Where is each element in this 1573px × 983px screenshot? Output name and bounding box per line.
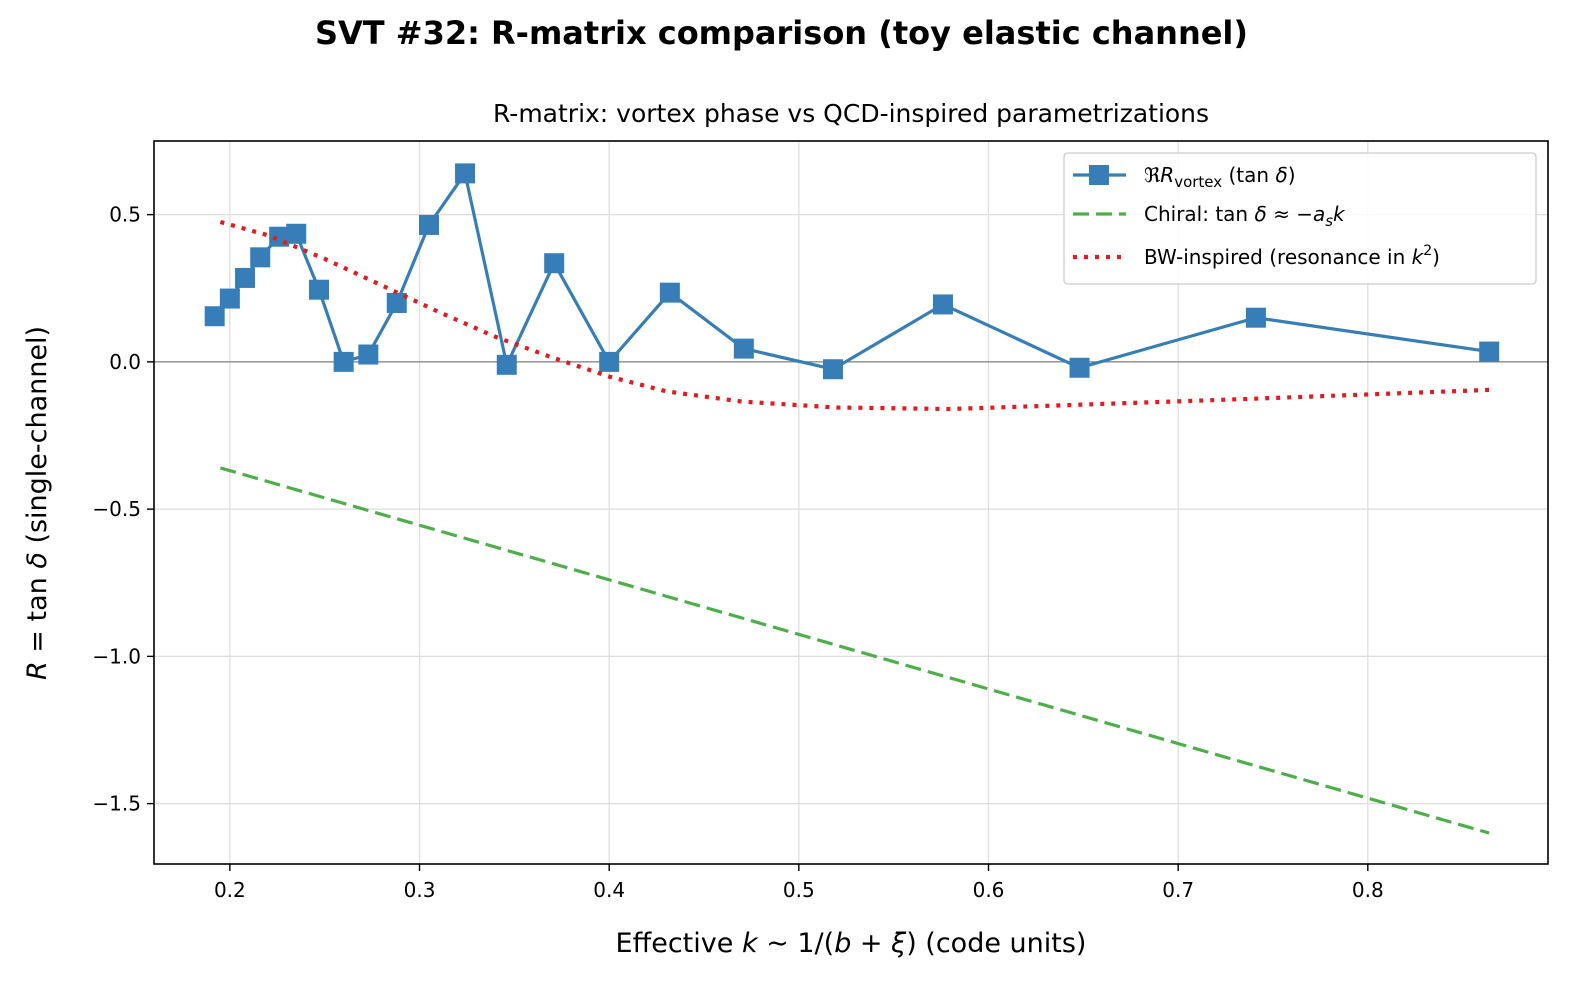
series-0-point-7 [333, 351, 354, 372]
y-tick-label-1: 0.0 [109, 350, 141, 374]
legend-label-1: Chiral: tan δ ≈ −ask [1144, 202, 1346, 230]
legend-box [1063, 152, 1537, 285]
series-0-point-5 [286, 223, 307, 244]
series-0-point-0 [204, 306, 225, 327]
series-0-point-18 [932, 294, 953, 315]
x-tick-label-6: 0.8 [1352, 878, 1384, 902]
x-tick-label-2: 0.4 [593, 878, 625, 902]
figure-title: SVT #32: R-matrix comparison (toy elasti… [314, 14, 1249, 52]
series-0-point-14 [599, 351, 620, 372]
chart-title: R-matrix: vortex phase vs QCD-inspired p… [493, 99, 1209, 128]
series-0-point-17 [822, 359, 843, 380]
series-0-point-6 [309, 279, 330, 300]
y-tick-label-4: −1.5 [92, 792, 141, 816]
plot-series [204, 163, 1500, 835]
series-0-point-2 [235, 267, 256, 288]
series-0-point-20 [1245, 307, 1266, 328]
series-0-point-13 [544, 253, 565, 274]
x-axis-ticks: 0.2 0.3 0.4 0.5 0.6 0.7 0.8 [214, 864, 1384, 902]
plot-frame [153, 140, 1549, 865]
series-0-point-16 [733, 338, 754, 359]
y-tick-label-3: −1.0 [92, 644, 141, 668]
series-0-point-15 [659, 282, 680, 303]
series-0-point-11 [455, 163, 476, 184]
x-tick-label-5: 0.7 [1162, 878, 1194, 902]
series-0-point-21 [1479, 341, 1500, 362]
legend-label-0: ℜRvortex (tan δ) [1144, 163, 1296, 191]
series-0-point-8 [358, 344, 379, 365]
series-0-point-3 [250, 247, 271, 268]
series-0-point-1 [219, 288, 240, 309]
x-tick-label-0: 0.2 [214, 878, 246, 902]
y-tick-label-2: −0.5 [92, 497, 141, 521]
series-0-point-9 [386, 292, 407, 313]
y-axis-label: R = tan δ (single-channel) [22, 326, 53, 680]
series-1-line [219, 466, 1490, 835]
y-tick-label-0: 0.5 [109, 203, 141, 227]
legend-label-2: BW-inspired (resonance in k2) [1144, 243, 1440, 269]
legend: ℜRvortex (tan δ) Chiral: tan δ ≈ −ask BW-i… [1063, 152, 1537, 285]
legend-swatch-marker-0 [1089, 165, 1109, 185]
series-2-line [219, 219, 1490, 412]
series-0-point-19 [1069, 357, 1090, 378]
x-tick-label-4: 0.6 [973, 878, 1005, 902]
series-0-point-12 [496, 354, 517, 375]
series-0-point-10 [419, 214, 440, 235]
x-tick-label-3: 0.5 [783, 878, 815, 902]
x-axis-label: Effective k ∼ 1/(b + ξ) (code units) [616, 928, 1087, 959]
series-0-line [213, 169, 1490, 371]
y-axis-ticks: 0.5 0.0 −0.5 −1.0 −1.5 [92, 203, 154, 816]
x-tick-label-1: 0.3 [404, 878, 436, 902]
